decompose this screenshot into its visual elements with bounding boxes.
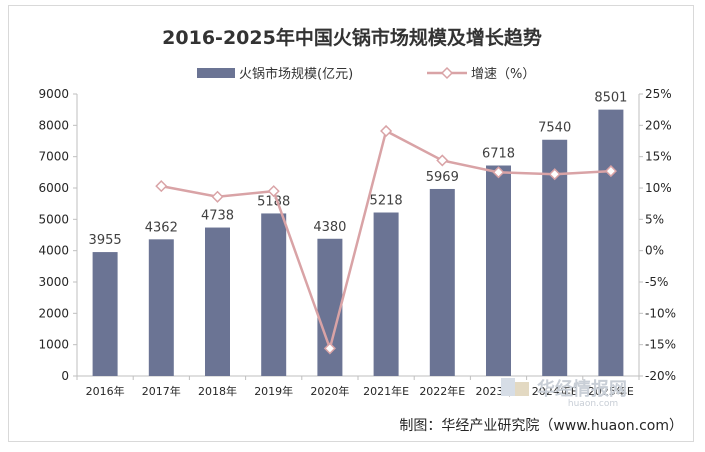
bar-value-label: 5218 — [370, 194, 403, 209]
x-tick-label: 2018年 — [198, 384, 237, 398]
bar — [486, 165, 511, 376]
chart-frame: 2016-2025年中国火锅市场规模及增长趋势 火锅市场规模(亿元) 增速（%）… — [8, 5, 694, 442]
x-tick-label: 2022年E — [419, 384, 465, 398]
legend-line-label: 增速（%） — [471, 67, 535, 82]
bar — [429, 188, 455, 376]
watermark-text: 华经情报网 — [537, 378, 627, 400]
chart-title: 2016-2025年中国火锅市场规模及增长趋势 — [162, 26, 542, 49]
x-tick-label: 2021年E — [363, 384, 409, 398]
bar-value-label: 5969 — [426, 170, 459, 185]
bars — [92, 109, 624, 377]
bar-labels: 3955 4362 4738 5188 4380 5218 5969 6718 7540 8501 — [89, 91, 628, 248]
bar — [148, 239, 174, 376]
x-tick-label: 2019年 — [254, 384, 293, 398]
y-right-tick-label: 10% — [645, 181, 672, 195]
source-note: 制图：华经产业研究院（www.huaon.com） — [399, 418, 683, 434]
watermark-logo — [501, 378, 515, 396]
bar — [205, 227, 230, 376]
y-left-tick-label: 4000 — [38, 244, 69, 258]
watermark-sub: huaon.com — [568, 399, 618, 409]
growth-line — [155, 124, 617, 355]
growth-point — [492, 166, 505, 179]
y-left-tick-label: 5000 — [38, 212, 69, 226]
legend-bar-label: 火锅市场规模(亿元) — [239, 66, 353, 82]
y-left-tick-label: 8000 — [38, 118, 69, 132]
bar-value-label: 8501 — [594, 91, 627, 106]
axes: 0 1000 2000 3000 4000 5000 6000 7000 8000 9000 -20… — [38, 87, 676, 398]
bar — [317, 238, 343, 376]
y-left-tick-label: 3000 — [38, 275, 69, 289]
legend: 火锅市场规模(亿元) 增速（%） — [197, 66, 535, 82]
bar-value-label: 7540 — [538, 121, 571, 136]
y-right-tick-label: 25% — [645, 87, 672, 101]
watermark: 华经情报网 huaon.com — [501, 378, 627, 409]
bar-value-label: 5188 — [257, 194, 290, 209]
growth-point — [267, 185, 280, 198]
x-tick-label: 2016年 — [86, 384, 125, 398]
y-left-tick-label: 9000 — [38, 87, 69, 101]
legend-line-marker — [440, 66, 454, 80]
legend-bar-swatch — [197, 68, 235, 78]
bar — [261, 213, 287, 376]
growth-point — [155, 180, 168, 193]
y-right-tick-label: 20% — [645, 118, 672, 132]
growth-point — [323, 342, 336, 355]
bar-value-label: 4362 — [145, 220, 178, 235]
growth-point — [548, 168, 561, 181]
watermark-logo-part — [515, 382, 529, 396]
y-right-tick-label: -10% — [645, 306, 676, 320]
x-tick-label: 2025年E — [588, 384, 634, 398]
growth-point — [211, 190, 224, 203]
y-left-tick-label: 7000 — [38, 150, 69, 164]
bar — [598, 109, 624, 377]
y-right-tick-label: 0% — [645, 244, 664, 258]
x-tick-label: 2024年E — [532, 384, 578, 398]
y-left-tick-label: 1000 — [38, 338, 69, 352]
y-right-tick-label: -20% — [645, 369, 676, 383]
bar — [373, 212, 399, 376]
y-right-tick-label: 5% — [645, 212, 664, 226]
bar-value-label: 4380 — [313, 220, 346, 235]
bar-value-label: 3955 — [89, 233, 122, 248]
y-right-tick-label: 15% — [645, 150, 672, 164]
y-right-tick-label: -15% — [645, 338, 676, 352]
bar — [92, 252, 118, 376]
chart: 2016-2025年中国火锅市场规模及增长趋势 火锅市场规模(亿元) 增速（%）… — [38, 26, 683, 434]
bar-value-label: 4738 — [201, 209, 234, 224]
y-left-tick-label: 0 — [61, 369, 69, 383]
growth-point — [604, 165, 617, 178]
y-left-tick-label: 2000 — [38, 306, 69, 320]
growth-point — [436, 154, 449, 167]
y-right-tick-label: -5% — [645, 275, 668, 289]
x-tick-label: 2020年 — [310, 384, 349, 398]
x-tick-label: 2017年 — [142, 384, 181, 398]
growth-point — [380, 124, 393, 138]
bar-value-label: 6718 — [482, 147, 515, 162]
y-left-tick-label: 6000 — [38, 181, 69, 195]
